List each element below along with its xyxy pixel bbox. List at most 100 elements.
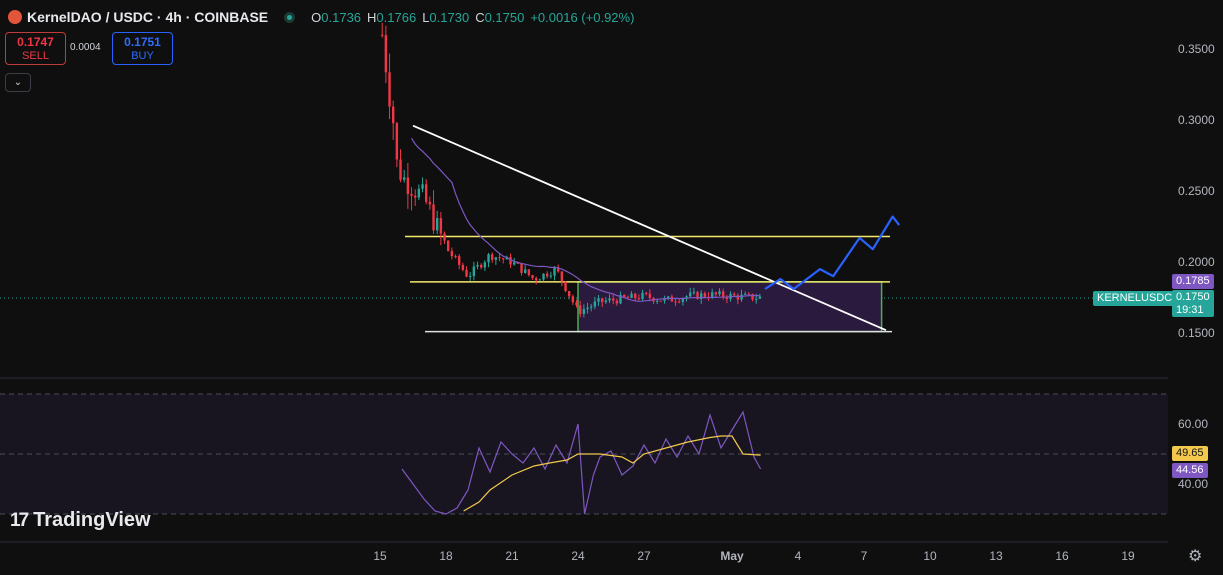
kernel-logo-icon [8, 10, 22, 24]
candle-body [384, 35, 388, 73]
candle-body [590, 306, 593, 308]
candle-body [516, 262, 520, 264]
rsi-ma-tag: 49.65 [1172, 446, 1208, 461]
sell-label: SELL [22, 50, 49, 62]
candle-body [703, 293, 707, 297]
candle-body [601, 298, 604, 302]
price-tick-label: 0.3500 [1178, 42, 1215, 56]
candle-body [432, 204, 435, 231]
candle-body [685, 296, 688, 299]
candle-body [579, 305, 582, 314]
low-label: L [422, 9, 430, 25]
candle-body [381, 34, 384, 36]
chevron-down-icon[interactable]: ⌄ [5, 73, 31, 92]
gear-icon[interactable]: ⚙ [1188, 548, 1203, 565]
candle-body [428, 201, 432, 205]
candle-body [615, 300, 619, 304]
candle-body [681, 298, 685, 302]
candle-body [542, 273, 545, 280]
spread-value: 0.0004 [70, 42, 101, 53]
descending-trendline [412, 124, 887, 331]
tradingview-name: TradingView [33, 509, 151, 531]
candle-body [527, 269, 531, 276]
sell-button[interactable]: 0.1747 SELL [5, 32, 66, 65]
candle-body [520, 263, 523, 273]
time-tick-label: 19 [1121, 549, 1135, 563]
candle-body [689, 292, 692, 297]
symbol-title[interactable]: KernelDAO / USDC · 4h · COINBASE [27, 9, 269, 25]
buy-button[interactable]: 0.1751 BUY [112, 32, 173, 65]
candle-body [553, 267, 556, 276]
candle-body [399, 159, 402, 180]
candle-body [696, 291, 699, 299]
candle-body [476, 264, 479, 267]
candle-body [667, 296, 670, 298]
market-status-icon[interactable] [284, 11, 296, 23]
tradingview-branding[interactable]: 17 TradingView [10, 509, 151, 532]
candle-body [502, 258, 505, 260]
candle-body [626, 297, 630, 299]
candle-body [465, 269, 468, 277]
candle-body [524, 269, 527, 273]
candle-body [718, 291, 721, 295]
candle-body [447, 240, 450, 252]
candle-body [546, 273, 549, 277]
close-value: 0.1750 [484, 9, 525, 25]
buy-label: BUY [131, 50, 154, 62]
price-tick-label: 0.2000 [1178, 255, 1215, 269]
candle-body [755, 298, 758, 300]
time-tick-label: 10 [923, 549, 937, 563]
candle-body [725, 296, 729, 299]
candle-body [425, 184, 428, 202]
candle-body [439, 218, 443, 234]
chart-header: KernelDAO / USDC · 4h · COINBASE O 0.1736… [8, 8, 634, 26]
time-tick-label: 13 [989, 549, 1003, 563]
time-tick-label: May [720, 549, 744, 563]
candle-body [513, 262, 516, 265]
buy-price: 0.1751 [124, 35, 161, 49]
open-value: 0.1736 [321, 9, 362, 25]
candle-body [641, 292, 644, 300]
candle-body [509, 256, 512, 265]
candle-body [619, 294, 622, 304]
high-label: H [367, 9, 377, 25]
price-tick-label: 0.1500 [1178, 326, 1215, 340]
candle-body [634, 293, 637, 299]
open-label: O [311, 9, 322, 25]
last-price-tag: 0.1750 19:31 [1172, 290, 1214, 317]
rsi-ma-line [463, 435, 761, 512]
candle-body [722, 291, 725, 297]
candle-body [417, 188, 421, 198]
candle-body [571, 296, 575, 303]
candle-body [758, 296, 762, 299]
candle-body [403, 177, 406, 180]
candle-body [505, 256, 509, 260]
candle-body [612, 298, 615, 301]
time-tick-label: 21 [505, 549, 519, 563]
rsi-tag: 44.56 [1172, 463, 1208, 478]
candle-body [586, 307, 589, 310]
rsi-line [401, 410, 762, 515]
candle-body [604, 300, 608, 302]
candle-body [531, 275, 534, 279]
candle-body [659, 300, 663, 302]
time-tick-label: 27 [637, 549, 651, 563]
candle-body [388, 72, 391, 107]
candle-body [498, 257, 501, 259]
time-tick-label: 15 [373, 549, 387, 563]
high-value: 0.1766 [376, 9, 417, 25]
candle-body [483, 262, 487, 268]
candle-body [491, 254, 494, 260]
candle-body [392, 106, 395, 124]
candle-body [568, 291, 571, 297]
candle-body [436, 218, 439, 231]
candle-body [733, 293, 736, 296]
marker-price-tag: 0.1785 [1172, 274, 1214, 289]
candle-body [410, 193, 413, 196]
time-tick-label: 4 [795, 549, 802, 563]
candle-body [421, 184, 424, 189]
time-tick-label: 16 [1055, 549, 1069, 563]
candle-body [692, 291, 696, 293]
candle-body [535, 278, 538, 281]
